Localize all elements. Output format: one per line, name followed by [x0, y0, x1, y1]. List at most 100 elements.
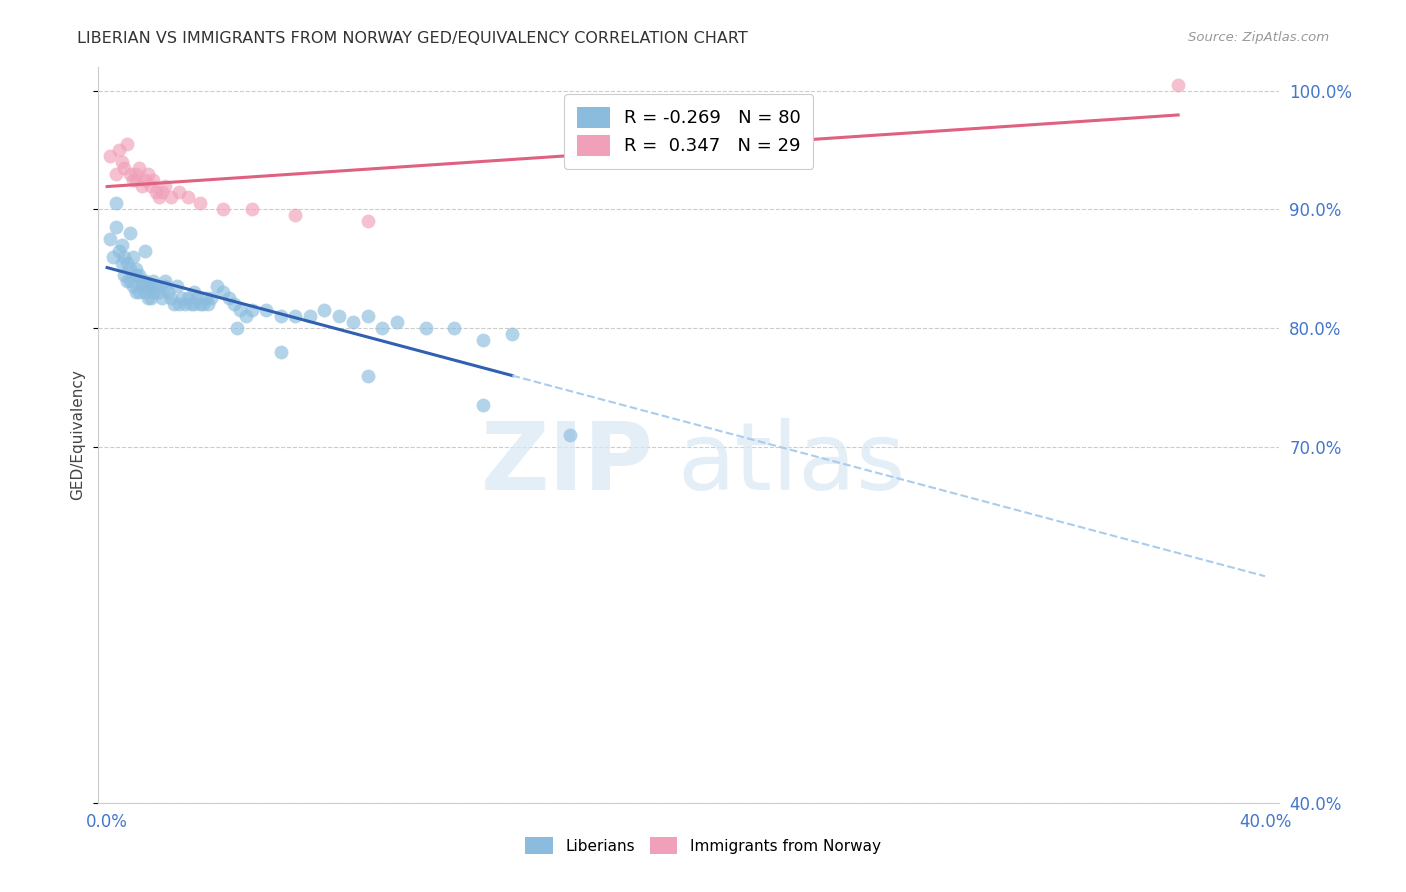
Point — [136, 167, 159, 181]
Point — [163, 297, 186, 311]
Point — [342, 315, 364, 329]
Point — [212, 202, 235, 217]
Point — [128, 268, 150, 282]
Point — [139, 279, 162, 293]
Point — [284, 309, 307, 323]
Point — [142, 285, 165, 300]
Point — [139, 178, 162, 193]
Point — [186, 291, 208, 305]
Point — [142, 172, 165, 186]
Point — [114, 250, 136, 264]
Point — [120, 226, 142, 240]
Point — [110, 238, 132, 252]
Point — [501, 326, 523, 341]
Point — [110, 154, 132, 169]
Point — [153, 279, 176, 293]
Text: atlas: atlas — [678, 418, 905, 510]
Point — [169, 185, 191, 199]
Text: ZIP: ZIP — [481, 418, 654, 510]
Point — [125, 268, 148, 282]
Point — [131, 274, 153, 288]
Point — [180, 297, 202, 311]
Point — [385, 315, 408, 329]
Point — [229, 303, 252, 318]
Point — [159, 190, 181, 204]
Point — [356, 309, 378, 323]
Point — [148, 190, 170, 204]
Point — [104, 220, 127, 235]
Point — [224, 297, 246, 311]
Point — [560, 427, 582, 442]
Point — [415, 321, 437, 335]
Point — [125, 172, 148, 186]
Point — [156, 285, 179, 300]
Point — [128, 285, 150, 300]
Point — [205, 279, 228, 293]
Point — [166, 279, 188, 293]
Point — [356, 368, 378, 383]
Point — [472, 398, 495, 412]
Point — [153, 178, 176, 193]
Point — [150, 291, 173, 305]
Text: Source: ZipAtlas.com: Source: ZipAtlas.com — [1188, 31, 1329, 45]
Point — [197, 297, 219, 311]
Point — [120, 274, 142, 288]
Point — [472, 333, 495, 347]
Point — [114, 268, 136, 282]
Point — [145, 185, 167, 199]
Point — [98, 149, 121, 163]
Point — [150, 185, 173, 199]
Point — [172, 291, 194, 305]
Point — [183, 297, 205, 311]
Point — [1167, 78, 1189, 92]
Point — [443, 321, 465, 335]
Point — [314, 303, 336, 318]
Point — [328, 309, 350, 323]
Point — [117, 274, 139, 288]
Legend: Liberians, Immigrants from Norway: Liberians, Immigrants from Norway — [517, 830, 889, 862]
Point — [142, 274, 165, 288]
Point — [104, 196, 127, 211]
Point — [148, 285, 170, 300]
Point — [169, 297, 191, 311]
Point — [136, 279, 159, 293]
Point — [136, 291, 159, 305]
Point — [134, 285, 156, 300]
Point — [104, 167, 127, 181]
Point — [183, 285, 205, 300]
Point — [122, 279, 145, 293]
Point — [131, 178, 153, 193]
Point — [218, 291, 240, 305]
Point — [188, 196, 211, 211]
Point — [125, 285, 148, 300]
Point — [125, 167, 148, 181]
Point — [194, 291, 217, 305]
Point — [120, 261, 142, 276]
Point — [191, 297, 214, 311]
Point — [117, 136, 139, 151]
Point — [177, 190, 200, 204]
Point — [356, 214, 378, 228]
Point — [114, 161, 136, 175]
Point — [270, 344, 292, 359]
Point — [107, 143, 129, 157]
Point — [188, 297, 211, 311]
Text: LIBERIAN VS IMMIGRANTS FROM NORWAY GED/EQUIVALENCY CORRELATION CHART: LIBERIAN VS IMMIGRANTS FROM NORWAY GED/E… — [77, 31, 748, 46]
Point — [122, 250, 145, 264]
Point — [128, 161, 150, 175]
Point — [134, 172, 156, 186]
Point — [125, 261, 148, 276]
Point — [240, 303, 263, 318]
Point — [101, 250, 124, 264]
Point — [122, 172, 145, 186]
Point — [174, 297, 197, 311]
Point — [139, 291, 162, 305]
Point — [270, 309, 292, 323]
Point — [371, 321, 394, 335]
Point — [254, 303, 277, 318]
Point — [212, 285, 235, 300]
Point — [110, 256, 132, 270]
Legend: R = -0.269   N = 80, R =  0.347   N = 29: R = -0.269 N = 80, R = 0.347 N = 29 — [564, 95, 814, 169]
Point — [117, 256, 139, 270]
Point — [107, 244, 129, 258]
